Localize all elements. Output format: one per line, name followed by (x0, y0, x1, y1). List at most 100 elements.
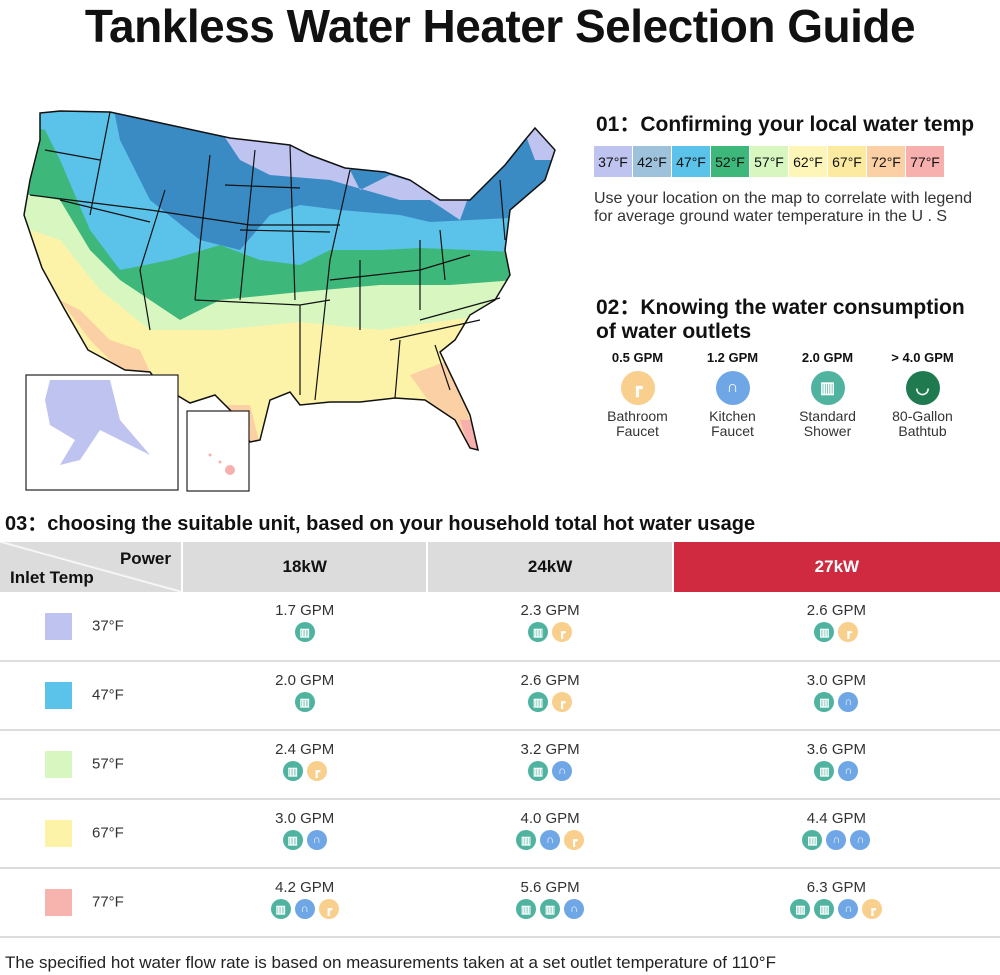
flow-rate: 3.0 GPM (275, 810, 335, 827)
column-header-24kw: 24kW (426, 542, 673, 592)
outlet-gpm: 0.5 GPM (611, 350, 664, 365)
flow-rate: 2.3 GPM (520, 602, 580, 619)
bathroom-faucet-icon: ┏ (620, 371, 655, 405)
hawaii-inset (225, 465, 235, 475)
column-header-27kw: 27kW (671, 542, 1000, 592)
bathroom-faucet-icon: ┏ (318, 899, 339, 919)
kitchen-faucet-icon: ∩ (540, 830, 561, 850)
kitchen-faucet-icon: ∩ (838, 692, 859, 712)
outlet-gpm: 1.2 GPM (706, 350, 759, 365)
outlet-gpm: > 4.0 GPM (891, 350, 954, 365)
kitchen-faucet-icon: ∩ (306, 830, 327, 850)
flow-rate: 1.7 GPM (275, 602, 335, 619)
flow-cell: 3.6 GPM ▥ ∩ (672, 730, 1000, 800)
flow-cell: 2.6 GPM ▥ ┏ (427, 661, 673, 731)
outlet-name-line1: Bathroom (607, 408, 668, 424)
outlet-name-line1: Standard (799, 408, 856, 424)
flow-cell: 3.0 GPM ▥ ∩ (182, 799, 428, 869)
inlet-temp: 67°F (92, 824, 124, 842)
column-header-18kw: 18kW (180, 542, 428, 592)
page-title: Tankless Water Heater Selection Guide (84, 0, 916, 52)
outlet-name-line2: Faucet (616, 423, 659, 439)
shower-icon: ▥ (540, 899, 561, 919)
flow-rate: 6.3 GPM (806, 879, 866, 896)
step1-heading: 01：Confirming your local water temp (596, 113, 975, 136)
inlet-temp-cell: 67°F (0, 799, 182, 869)
table-corner-header: Power Inlet Temp (0, 542, 182, 592)
bathroom-faucet-icon: ┏ (552, 622, 573, 642)
table-row: 57°F 2.4 GPM ▥ ┏ 3.2 GPM ▥ ∩ 3.6 GPM ▥ ∩ (0, 730, 1000, 800)
kitchen-faucet-icon: ∩ (838, 761, 859, 781)
kitchen-faucet-icon: ∩ (294, 899, 315, 919)
temp-swatch (45, 612, 72, 640)
outlet-item: 2.0 GPM ▥ Standard Shower (780, 350, 875, 439)
footnote: The specified hot water flow rate is bas… (5, 953, 776, 972)
table-row: 77°F 4.2 GPM ▥ ∩ ┏ 5.6 GPM ▥ ▥ ∩ 6.3 GPM ▥ ▥ ∩ ┏ (0, 868, 1000, 938)
legend-swatch: 57°F (750, 146, 789, 177)
bathtub-icon: ◡ (905, 371, 940, 405)
kitchen-faucet-icon: ∩ (715, 371, 750, 405)
alaska-inset (45, 380, 150, 465)
temperature-legend: 37°F 42°F 47°F 52°F 57°F 62°F 67°F 72°F 77°F (594, 146, 945, 177)
inlet-temp-cell: 47°F (0, 661, 182, 731)
shower-icon: ▥ (282, 761, 303, 781)
flow-cell: 4.0 GPM ▥ ∩ ┏ (427, 799, 673, 869)
flow-rate: 5.6 GPM (520, 879, 580, 896)
flow-rate: 4.2 GPM (275, 879, 335, 896)
flow-cell: 2.0 GPM ▥ (182, 661, 428, 731)
outlet-gpm: 2.0 GPM (801, 350, 854, 365)
step3-heading: 03：choosing the suitable unit, based on … (5, 513, 756, 535)
shower-icon: ▥ (814, 692, 835, 712)
flow-rate: 3.2 GPM (520, 741, 580, 758)
bathroom-faucet-icon: ┏ (838, 622, 859, 642)
shower-icon: ▥ (528, 761, 549, 781)
legend-swatch: 37°F (594, 146, 633, 177)
us-water-temperature-map (23, 110, 556, 492)
outlet-item: 1.2 GPM ∩ Kitchen Faucet (685, 350, 780, 439)
outlet-name-line2: Bathtub (898, 423, 947, 439)
step2-heading-line2: of water outlets (596, 320, 752, 343)
bathroom-faucet-icon: ┏ (306, 761, 327, 781)
table-row: 47°F 2.0 GPM ▥ 2.6 GPM ▥ ┏ 3.0 GPM ▥ ∩ (0, 661, 1000, 731)
table-row: 37°F 1.7 GPM ▥ 2.3 GPM ▥ ┏ 2.6 GPM ▥ ┏ (0, 592, 1000, 662)
inlet-temp: 37°F (92, 616, 124, 634)
temp-swatch (45, 820, 72, 847)
bathroom-faucet-icon: ┏ (564, 830, 585, 850)
legend-swatch: 42°F (633, 146, 672, 177)
outlet-list: 0.5 GPM ┏ Bathroom Faucet 1.2 GPM ∩ Kitchen Fau… (590, 350, 970, 439)
kitchen-faucet-icon: ∩ (552, 761, 573, 781)
legend-swatch: 72°F (867, 146, 906, 177)
flow-cell: 6.3 GPM ▥ ▥ ∩ ┏ (672, 868, 1000, 938)
shower-icon: ▥ (516, 830, 537, 850)
shower-icon: ▥ (282, 830, 303, 850)
flow-cell: 5.6 GPM ▥ ▥ ∩ (427, 868, 673, 938)
temp-swatch (45, 682, 72, 709)
shower-icon: ▥ (528, 692, 549, 712)
shower-icon: ▥ (814, 622, 835, 642)
flow-cell: 1.7 GPM ▥ (182, 592, 428, 662)
flow-rate: 4.4 GPM (806, 810, 866, 827)
flow-cell: 4.4 GPM ▥ ∩ ∩ (672, 799, 1000, 869)
table-row: 67°F 3.0 GPM ▥ ∩ 4.0 GPM ▥ ∩ ┏ 4.4 GPM ▥ ∩ ∩ (0, 799, 1000, 869)
inlet-temp-cell: 57°F (0, 730, 182, 800)
flow-cell: 2.3 GPM ▥ ┏ (427, 592, 673, 662)
shower-icon: ▥ (814, 899, 835, 919)
outlet-item: > 4.0 GPM ◡ 80-Gallon Bathtub (875, 350, 970, 439)
flow-rate: 4.0 GPM (520, 810, 580, 827)
outlet-item: 0.5 GPM ┏ Bathroom Faucet (590, 350, 685, 439)
shower-icon: ▥ (528, 622, 549, 642)
flow-cell: 3.0 GPM ▥ ∩ (672, 661, 1000, 731)
inlet-temp: 77°F (92, 893, 124, 911)
selection-table: Power Inlet Temp 18kW 24kW 27kW 37°F 1.7 GP… (0, 542, 1000, 938)
temp-swatch (45, 751, 72, 778)
flow-cell: 4.2 GPM ▥ ∩ ┏ (182, 868, 428, 938)
step1-description: Use your location on the map to correlat… (594, 190, 972, 225)
flow-cell: 2.6 GPM ▥ ┏ (672, 592, 1000, 662)
shower-icon: ▥ (790, 899, 811, 919)
inlet-temp-label: Inlet Temp (10, 568, 94, 587)
shower-icon: ▥ (810, 371, 845, 405)
shower-icon: ▥ (294, 692, 315, 712)
legend-swatch: 77°F (906, 146, 945, 177)
power-label: Power (119, 549, 171, 568)
temp-swatch (45, 889, 72, 916)
